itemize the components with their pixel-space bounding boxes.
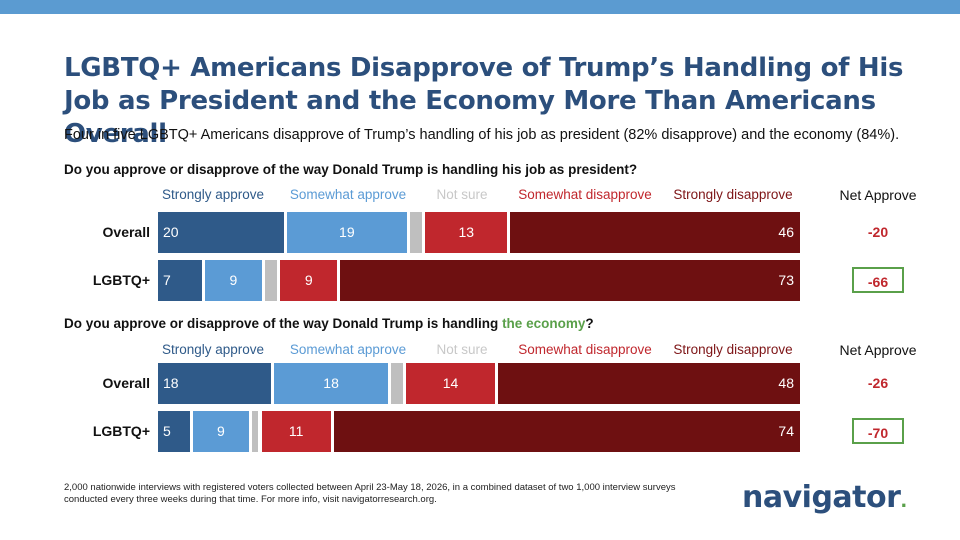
bar-value-label: 5	[163, 423, 171, 439]
bar-segment-somewhat-approve	[192, 411, 250, 452]
bar-segment-strongly-disapprove	[497, 363, 800, 404]
bar-segment-somewhat-approve	[205, 260, 262, 301]
row-label: LGBTQ+	[92, 272, 150, 288]
bar-segment-strongly-disapprove	[333, 411, 800, 452]
bar-value-label: 19	[339, 224, 355, 240]
bar-segment-strongly-approve	[158, 363, 272, 404]
bar-value-label: 46	[778, 224, 794, 240]
legend-not-sure: Not sure	[436, 187, 488, 202]
net-approve-header: Net Approve	[839, 187, 917, 203]
bar-value-label: 11	[288, 423, 304, 439]
bar-value-label: 18	[163, 375, 179, 391]
bar-value-label: 73	[778, 272, 794, 288]
logo-text: navigator	[742, 480, 901, 515]
bar-segment-strongly-approve	[158, 411, 190, 452]
page-title: LGBTQ+ Americans Disapprove of Trump’s H…	[64, 53, 904, 149]
footnote: 2,000 nationwide interviews with registe…	[64, 482, 676, 505]
bar-segment-not-sure	[252, 411, 259, 452]
bar-segment-somewhat-disapprove	[261, 411, 331, 452]
net-approve-value: -20	[867, 224, 889, 240]
top-accent-bar	[0, 0, 960, 14]
bar-value-label: 9	[304, 272, 313, 288]
legend-strongly-disapprove: Strongly disapprove	[673, 187, 793, 202]
row-label: Overall	[102, 375, 150, 391]
stacked-bar: 20 19 13 46	[158, 212, 800, 253]
chart-question: Do you approve or disapprove of the way …	[64, 162, 637, 177]
bar-segment-not-sure	[390, 363, 404, 404]
stacked-bar: 7 9 9 73	[158, 260, 800, 301]
net-approve-value: -26	[867, 375, 889, 391]
net-approve-value: -70	[852, 418, 904, 444]
legend-somewhat-approve: Somewhat approve	[289, 342, 407, 357]
bar-segment-somewhat-disapprove	[425, 212, 508, 253]
page-subtitle: Four in five LGBTQ+ Americans disapprove…	[64, 127, 900, 143]
bar-segment-somewhat-approve	[287, 212, 407, 253]
bar-value-label: 20	[163, 224, 179, 240]
bar-segment-strongly-approve	[158, 212, 284, 253]
legend-strongly-approve: Strongly approve	[161, 342, 265, 357]
bar-segment-strongly-disapprove	[510, 212, 800, 253]
logo-dot: .	[900, 491, 907, 512]
legend-somewhat-approve: Somewhat approve	[289, 187, 407, 202]
bar-segment-somewhat-approve	[274, 363, 388, 404]
row-label: Overall	[102, 224, 150, 240]
bar-value-label: 48	[778, 375, 794, 391]
question-text: Do you approve or disapprove of the way …	[64, 316, 503, 331]
bar-segment-not-sure	[409, 212, 423, 253]
question-suffix: ?	[585, 316, 594, 331]
bar-value-label: 7	[163, 272, 171, 288]
bar-value-label: 18	[323, 375, 339, 391]
question-text: Do you approve or disapprove of the way …	[64, 162, 638, 177]
stacked-bar: 18 18 14 48	[158, 363, 800, 404]
net-approve-header: Net Approve	[839, 342, 917, 358]
chart-question: Do you approve or disapprove of the way …	[64, 316, 594, 331]
navigator-logo: navigator.	[742, 480, 907, 515]
bar-value-label: 9	[229, 272, 238, 288]
bar-value-label: 74	[778, 423, 794, 439]
legend-strongly-approve: Strongly approve	[161, 187, 265, 202]
stacked-bar: 5 9 11 74	[158, 411, 800, 452]
bar-segment-strongly-approve	[158, 260, 203, 301]
net-approve-value: -66	[852, 267, 904, 293]
bar-segment-somewhat-disapprove	[280, 260, 338, 301]
bar-segment-strongly-disapprove	[340, 260, 800, 301]
bar-value-label: 14	[442, 375, 459, 391]
legend-strongly-disapprove: Strongly disapprove	[673, 342, 793, 357]
row-label: LGBTQ+	[92, 423, 150, 439]
bar-value-label: 13	[458, 224, 475, 240]
legend-not-sure: Not sure	[436, 342, 488, 357]
bar-value-label: 9	[216, 423, 225, 439]
legend-somewhat-disapprove: Somewhat disapprove	[518, 187, 652, 202]
legend-somewhat-disapprove: Somewhat disapprove	[518, 342, 652, 357]
bar-segment-not-sure	[264, 260, 278, 301]
bar-segment-somewhat-disapprove	[406, 363, 495, 404]
question-highlight: the economy	[502, 316, 586, 331]
